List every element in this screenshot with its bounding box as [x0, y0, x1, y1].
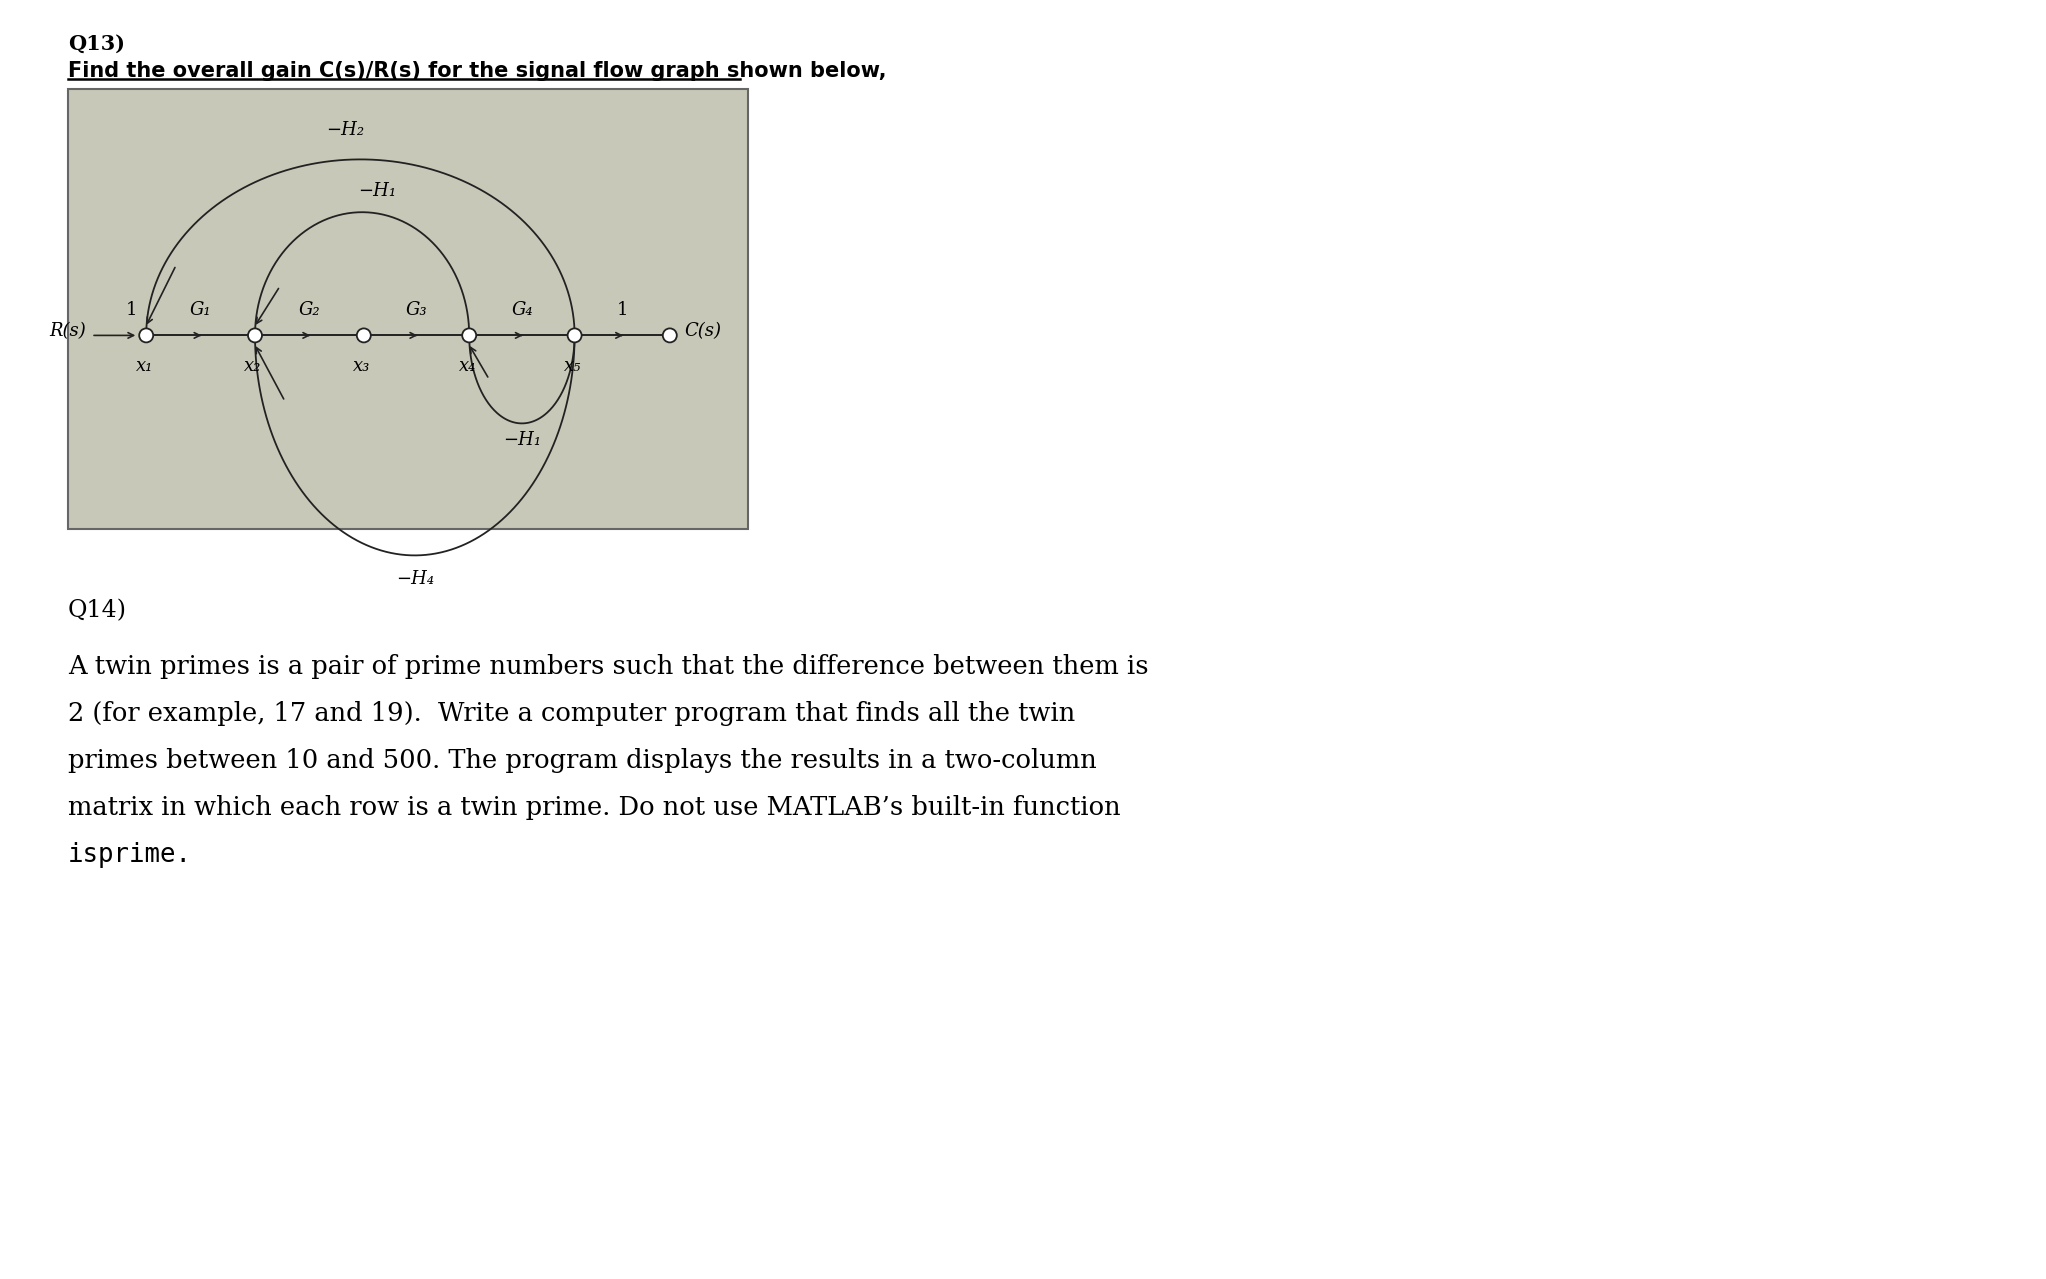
Text: x₂: x₂: [243, 357, 262, 376]
Text: 2 (for example, 17 and 19).  Write a computer program that finds all the twin: 2 (for example, 17 and 19). Write a comp…: [68, 701, 1076, 726]
Text: G₄: G₄: [512, 302, 532, 320]
Circle shape: [248, 329, 262, 343]
Text: G₃: G₃: [405, 302, 428, 320]
Text: R(s): R(s): [49, 322, 86, 340]
Text: Q14): Q14): [68, 599, 127, 622]
Text: x₅: x₅: [565, 357, 581, 376]
Circle shape: [356, 329, 370, 343]
Text: x₄: x₄: [458, 357, 477, 376]
Text: Find the overall gain C(s)/R(s) for the signal flow graph shown below,: Find the overall gain C(s)/R(s) for the …: [68, 61, 886, 81]
Text: x₃: x₃: [354, 357, 370, 376]
Circle shape: [567, 329, 581, 343]
Text: C(s): C(s): [683, 322, 720, 340]
Text: 1: 1: [125, 302, 137, 320]
Circle shape: [462, 329, 477, 343]
Text: G₂: G₂: [299, 302, 321, 320]
Bar: [68, 90, 749, 530]
Text: G₁: G₁: [190, 302, 211, 320]
Text: −H₁: −H₁: [503, 431, 540, 449]
Text: matrix in which each row is a twin prime. Do not use MATLAB’s built-in function: matrix in which each row is a twin prime…: [68, 796, 1121, 820]
Text: x₁: x₁: [135, 357, 153, 376]
Text: primes between 10 and 500. The program displays the results in a two-column: primes between 10 and 500. The program d…: [68, 748, 1097, 773]
Text: −H₁: −H₁: [358, 182, 397, 201]
Circle shape: [139, 329, 153, 343]
Text: A twin primes is a pair of prime numbers such that the difference between them i: A twin primes is a pair of prime numbers…: [68, 654, 1148, 679]
Text: −H₂: −H₂: [327, 122, 364, 139]
Text: 1: 1: [616, 302, 628, 320]
Text: −H₄: −H₄: [395, 570, 434, 588]
Text: isprime.: isprime.: [68, 842, 192, 868]
Circle shape: [663, 329, 677, 343]
Text: Q13): Q13): [68, 35, 125, 54]
